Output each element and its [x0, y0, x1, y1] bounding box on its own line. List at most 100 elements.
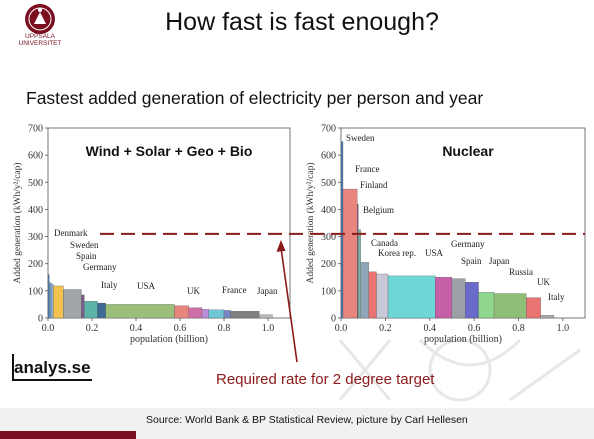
- page-title: How fast is fast enough?: [165, 8, 439, 36]
- bar-label: Canada: [371, 238, 398, 248]
- x-tick-label: 0.2: [379, 323, 392, 334]
- bar-unlabeled: [201, 309, 209, 319]
- charts-canvas: 0 100 200 300 400 500 600 700 0.0 0.2 0.4 0.6 0.8 1.0…: [12, 124, 586, 363]
- bar-canada: [368, 271, 377, 319]
- bar-spain: [53, 285, 64, 319]
- bar-uk: [188, 307, 203, 319]
- bar-label: Finland: [360, 180, 388, 190]
- bar-label: Japan: [257, 286, 278, 296]
- bar-label: Korea rep.: [378, 248, 416, 258]
- bar-spain: [465, 282, 479, 319]
- bar-label: Denmark: [54, 228, 88, 238]
- bar-unlabeled: [360, 262, 369, 319]
- footer-source: Source: World Bank & BP Statistical Revi…: [146, 414, 468, 426]
- bar-usa: [105, 304, 175, 319]
- bar-unlabeled: [223, 310, 231, 319]
- y-tick-label: 300: [321, 232, 336, 243]
- bar-label: Italy: [101, 280, 118, 290]
- page-subtitle: Fastest added generation of electricity …: [26, 88, 484, 108]
- x-axis-label: population (billion): [424, 334, 502, 345]
- x-tick-label: 0.0: [42, 323, 55, 334]
- bar-label: Germany: [83, 262, 117, 272]
- y-tick-label: 500: [28, 178, 43, 189]
- bar-germany: [451, 278, 466, 319]
- y-tick-label: 100: [28, 286, 43, 297]
- x-tick-label: 1.0: [262, 323, 275, 334]
- bar-label: France: [355, 164, 380, 174]
- bar-label: UK: [187, 286, 200, 296]
- bar-label: Spain: [76, 251, 97, 261]
- y-tick-label: 700: [28, 124, 43, 135]
- bar-label: Japan: [489, 256, 510, 266]
- chart-title: Nuclear: [442, 143, 494, 159]
- bar-belgium: [358, 229, 361, 319]
- bar-label: USA: [425, 248, 444, 258]
- bar-sweden: [50, 283, 54, 319]
- y-tick-label: 400: [28, 205, 43, 216]
- bar-japan: [478, 292, 495, 319]
- bar-uk: [526, 297, 541, 319]
- y-axis-label: Added generation (kWh/y²/cap): [305, 162, 316, 283]
- bar-sweden: [340, 141, 344, 319]
- bar-unlabeled: [49, 282, 52, 319]
- bar-unlabeled: [97, 302, 106, 319]
- analys-logo-bar: [12, 354, 14, 380]
- x-tick-label: 1.0: [557, 323, 570, 334]
- y-tick-label: 400: [321, 205, 336, 216]
- bar-label: Russia: [509, 267, 533, 277]
- y-tick-label: 100: [321, 286, 336, 297]
- chart-title: Wind + Solar + Geo + Bio: [86, 143, 253, 159]
- y-tick-label: 0: [38, 314, 43, 325]
- bar-korea-rep-: [376, 273, 389, 319]
- bar-germany: [63, 289, 82, 319]
- university-name: UPPSALA UNIVERSITET: [18, 33, 62, 47]
- y-tick-label: 200: [321, 259, 336, 270]
- bar-label: France: [222, 285, 247, 295]
- bar-italy: [540, 315, 555, 319]
- x-tick-label: 0.0: [335, 323, 348, 334]
- x-tick-label: 0.6: [468, 323, 481, 334]
- y-tick-label: 600: [28, 151, 43, 162]
- y-tick-label: 700: [321, 124, 336, 135]
- bar-label: Belgium: [363, 205, 394, 215]
- analys-logo: analys.se: [14, 358, 91, 377]
- x-tick-label: 0.4: [423, 323, 436, 334]
- y-tick-label: 0: [331, 314, 336, 325]
- bar-label: USA: [137, 281, 156, 291]
- bar-japan: [230, 311, 260, 319]
- bar-label: Sweden: [346, 133, 375, 143]
- annotation-arrow-head: [276, 239, 286, 252]
- x-tick-label: 0.2: [86, 323, 99, 334]
- x-tick-label: 0.8: [218, 323, 231, 334]
- bar-unlabeled: [174, 305, 189, 319]
- bar-france: [342, 188, 358, 319]
- y-tick-label: 600: [321, 151, 336, 162]
- required-rate-label: Required rate for 2 degree target: [216, 371, 435, 388]
- y-axis-label: Added generation (kWh/y²/cap): [12, 162, 23, 283]
- x-axis-label: population (billion): [130, 334, 208, 345]
- y-tick-label: 200: [28, 259, 43, 270]
- bar-usa: [387, 275, 436, 319]
- bar-italy: [84, 301, 98, 319]
- y-tick-label: 300: [28, 232, 43, 243]
- bar-unlabeled: [259, 314, 273, 319]
- watermark-decoration: [338, 338, 581, 402]
- bar-finland: [357, 203, 359, 319]
- y-tick-label: 500: [321, 178, 336, 189]
- bar-denmark: [47, 274, 50, 319]
- bar-russia: [493, 293, 527, 319]
- bar-label: Italy: [548, 292, 565, 302]
- university-seal-icon: [25, 4, 55, 34]
- x-tick-label: 0.8: [512, 323, 525, 334]
- annotation-arrow-shaft: [280, 247, 298, 363]
- bar-label: Germany: [451, 239, 485, 249]
- footer-accent-bar: [0, 431, 136, 439]
- bar-france: [208, 309, 225, 319]
- x-tick-label: 0.4: [130, 323, 143, 334]
- bar-label: Sweden: [70, 240, 99, 250]
- analys-logo-underline: [12, 379, 92, 381]
- bar-label: UK: [537, 277, 550, 287]
- x-tick-label: 0.6: [174, 323, 187, 334]
- plot-frame-1: [47, 127, 291, 319]
- bar-label: Spain: [461, 256, 482, 266]
